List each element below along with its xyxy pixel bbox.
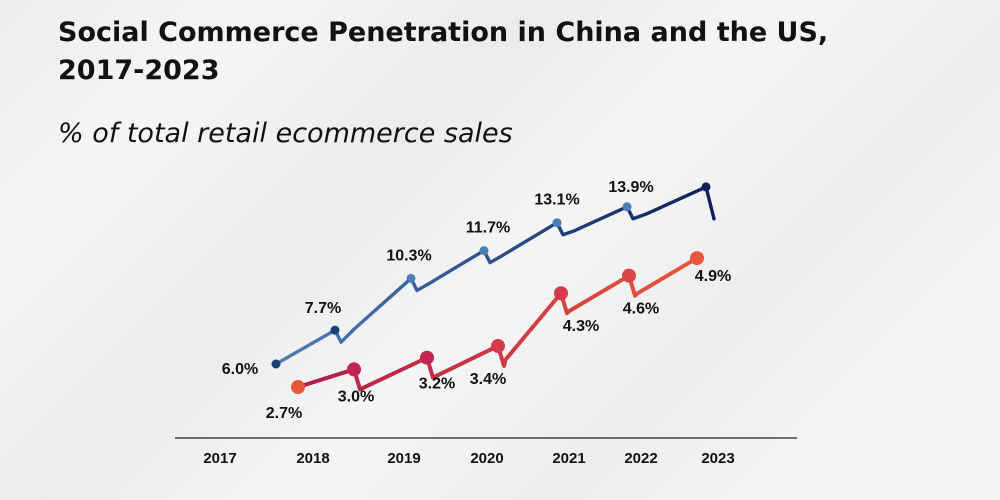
us-data-label: 3.2% (419, 376, 455, 393)
chart-title: Social Commerce Penetration in China and… (58, 14, 958, 90)
china-data-point (552, 218, 562, 228)
x-tick-label: 2019 (387, 450, 420, 467)
x-tick-label: 2018 (296, 450, 329, 467)
china-data-point (479, 246, 489, 256)
us-data-label: 4.3% (563, 318, 599, 335)
series-layer (271, 182, 716, 394)
data-labels: 6.0% 7.7% 10.3% 11.7% 13.1% 13.9% 2.7% 3.0% 3.2%… (222, 179, 731, 422)
china-data-point (406, 273, 416, 283)
china-data-label: 11.7% (466, 220, 510, 237)
us-data-point (622, 268, 636, 283)
us-data-label: 2.7% (266, 405, 302, 422)
us-data-point (491, 338, 505, 353)
chart-subtitle: % of total retail ecommerce sales (58, 118, 513, 149)
china-data-point (622, 202, 632, 212)
us-data-label: 3.0% (338, 388, 374, 405)
x-tick-label: 2022 (624, 450, 657, 467)
us-data-point (291, 380, 305, 394)
us-data-label: 4.6% (623, 301, 659, 318)
china-data-label: 10.3% (386, 247, 431, 264)
china-data-point (330, 325, 340, 335)
x-tick-label: 2017 (203, 450, 236, 467)
us-data-point (347, 362, 361, 377)
x-axis-ticks: 2017 2018 2019 2020 2021 2022 2023 (203, 450, 734, 467)
x-tick-label: 2020 (470, 450, 503, 467)
x-tick-label: 2021 (552, 450, 585, 467)
china-data-point (701, 182, 711, 192)
china-series-line (274, 185, 716, 366)
china-data-label: 7.7% (305, 300, 341, 317)
china-data-label: 13.9% (608, 179, 653, 196)
us-data-label: 4.9% (695, 268, 731, 285)
us-data-point (420, 350, 434, 365)
china-data-point (271, 359, 281, 369)
china-data-label: 13.1% (534, 192, 579, 209)
china-data-label: 6.0% (222, 361, 258, 378)
chart-title-line-2: 2017-2023 (58, 55, 220, 86)
x-tick-label: 2023 (701, 450, 734, 467)
us-data-point (690, 251, 704, 266)
us-data-label: 3.4% (470, 371, 506, 388)
us-data-point (554, 286, 568, 301)
chart-title-line-1: Social Commerce Penetration in China and… (58, 17, 829, 48)
